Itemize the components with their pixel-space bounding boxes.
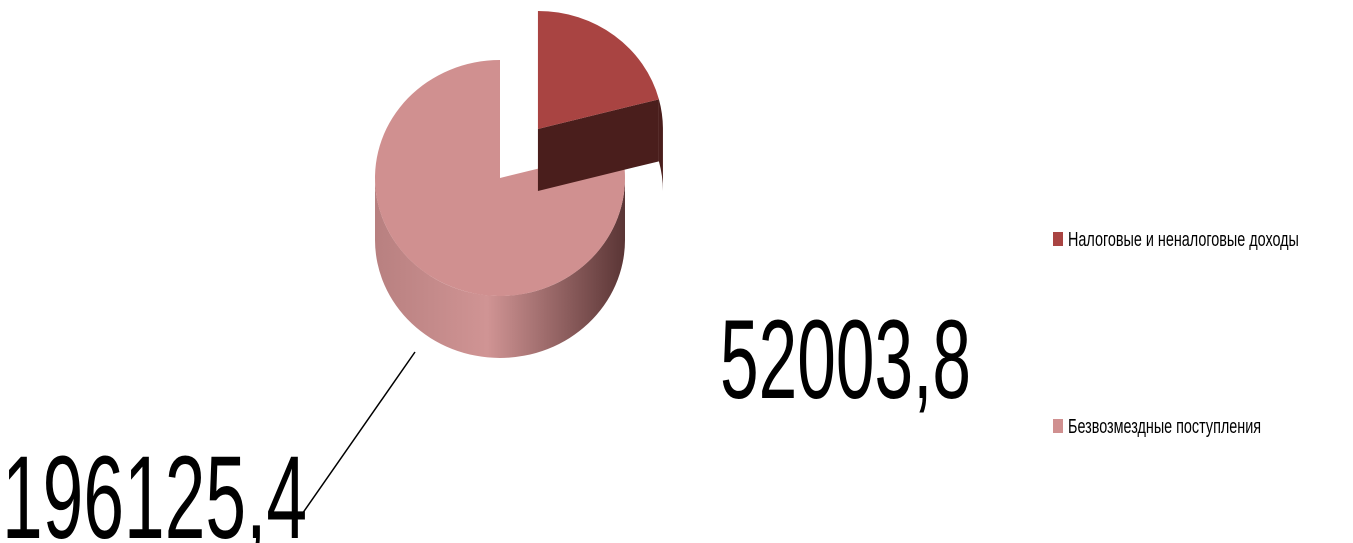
pie-slice bbox=[375, 60, 625, 358]
slice-side bbox=[658, 99, 663, 191]
data-label: 196125,4 bbox=[2, 431, 307, 543]
pie bbox=[375, 10, 663, 358]
slice-cut-face bbox=[537, 99, 659, 191]
slice-side bbox=[375, 178, 625, 358]
pie-slice bbox=[537, 10, 663, 191]
legend-label: Налоговые и неналоговые доходы bbox=[1068, 228, 1299, 251]
leader-line bbox=[285, 351, 416, 518]
legend-swatch bbox=[1053, 232, 1063, 246]
slice-top bbox=[375, 60, 625, 297]
legend-swatch bbox=[1053, 419, 1063, 433]
data-label: 52003,8 bbox=[720, 297, 971, 422]
slice-top bbox=[537, 10, 659, 129]
legend-label: Безвозмездные поступления bbox=[1068, 415, 1261, 438]
